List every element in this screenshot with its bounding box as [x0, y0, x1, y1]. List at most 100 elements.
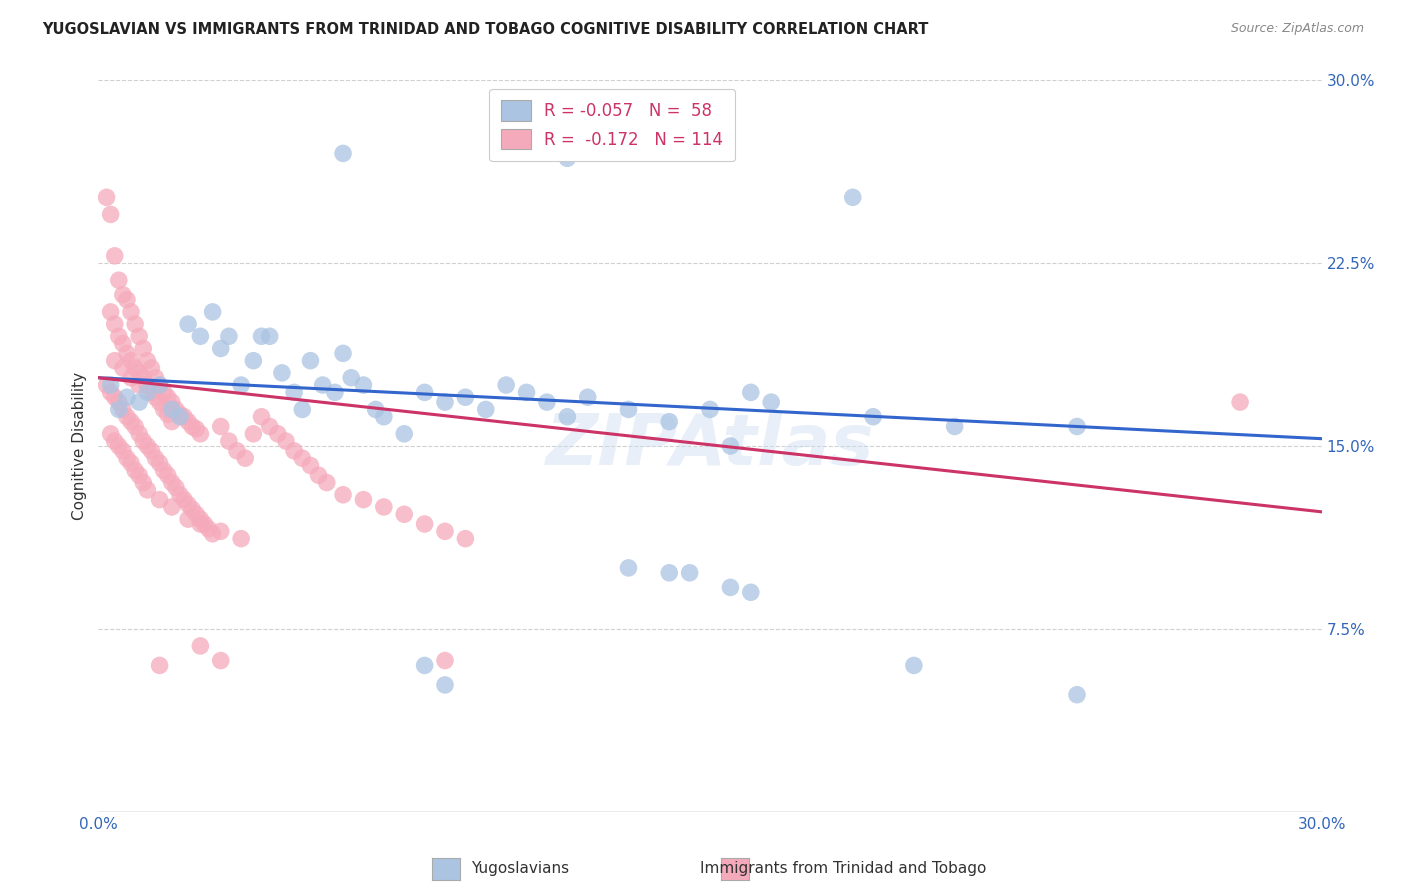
Point [332, 346, 354, 360]
Point [111, 336, 134, 351]
Point [352, 378, 374, 392]
Point [291, 402, 314, 417]
Point [120, 370, 142, 384]
Point [173, 492, 195, 507]
Point [699, 402, 721, 417]
Point [1066, 419, 1088, 434]
Point [100, 426, 122, 441]
Point [177, 512, 200, 526]
Point [100, 385, 122, 400]
Point [108, 402, 131, 417]
Point [283, 443, 305, 458]
Point [104, 390, 127, 404]
Point [136, 483, 159, 497]
Point [149, 456, 172, 470]
Point [862, 409, 884, 424]
Point [188, 512, 212, 526]
Point [557, 151, 579, 165]
Point [340, 370, 363, 384]
Point [373, 409, 395, 424]
Point [108, 395, 131, 409]
Point [160, 475, 183, 490]
Point [740, 385, 762, 400]
Point [332, 146, 354, 161]
Point [352, 492, 374, 507]
Point [160, 395, 183, 409]
Point [226, 443, 249, 458]
Point [218, 329, 240, 343]
Point [679, 566, 702, 580]
Point [576, 390, 599, 404]
Point [115, 390, 138, 404]
Point [177, 415, 200, 429]
Point [557, 409, 579, 424]
Point [250, 409, 273, 424]
Point [136, 353, 159, 368]
Point [274, 434, 297, 449]
Point [104, 317, 127, 331]
Point [291, 451, 314, 466]
Point [323, 385, 346, 400]
Point [209, 524, 232, 539]
Point [108, 439, 131, 453]
Point [188, 639, 212, 653]
Point [218, 434, 240, 449]
Point [124, 317, 146, 331]
Text: ZIPAtlas: ZIPAtlas [546, 411, 875, 481]
Point [104, 353, 127, 368]
Point [120, 353, 142, 368]
Point [761, 395, 783, 409]
Point [413, 658, 436, 673]
Point [120, 415, 142, 429]
Point [141, 385, 163, 400]
Point [145, 451, 167, 466]
Point [434, 395, 457, 409]
Point [267, 426, 290, 441]
Point [165, 480, 187, 494]
Point [156, 390, 179, 404]
Point [104, 434, 127, 449]
Point [841, 190, 863, 204]
Point [145, 390, 167, 404]
Point [516, 385, 538, 400]
Point [136, 378, 159, 392]
Point [201, 305, 224, 319]
Point [136, 439, 159, 453]
Point [124, 463, 146, 477]
Point [128, 395, 150, 409]
Point [188, 516, 212, 531]
Point [111, 443, 134, 458]
Point [364, 402, 387, 417]
Y-axis label: Cognitive Disability: Cognitive Disability [72, 372, 87, 520]
Point [152, 402, 174, 417]
Point [96, 378, 118, 392]
Text: Immigrants from Trinidad and Tobago: Immigrants from Trinidad and Tobago [700, 861, 987, 876]
Point [720, 581, 742, 595]
Point [474, 402, 498, 417]
Point [312, 378, 335, 392]
Point [413, 516, 436, 531]
Point [231, 378, 253, 392]
Point [231, 532, 253, 546]
Point [173, 409, 195, 424]
Point [141, 361, 163, 376]
Point [132, 475, 155, 490]
Point [188, 426, 212, 441]
Point [132, 370, 155, 384]
Point [115, 451, 138, 466]
Point [149, 492, 172, 507]
Point [104, 249, 127, 263]
Text: Source: ZipAtlas.com: Source: ZipAtlas.com [1230, 22, 1364, 36]
Point [169, 488, 191, 502]
Point [943, 419, 966, 434]
Text: Yugoslavians: Yugoslavians [471, 861, 569, 876]
Point [128, 366, 150, 380]
Point [100, 207, 122, 221]
Point [434, 654, 457, 668]
Point [100, 378, 122, 392]
Point [299, 458, 322, 473]
Point [152, 463, 174, 477]
Point [156, 468, 179, 483]
Point [299, 353, 322, 368]
Point [209, 342, 232, 356]
